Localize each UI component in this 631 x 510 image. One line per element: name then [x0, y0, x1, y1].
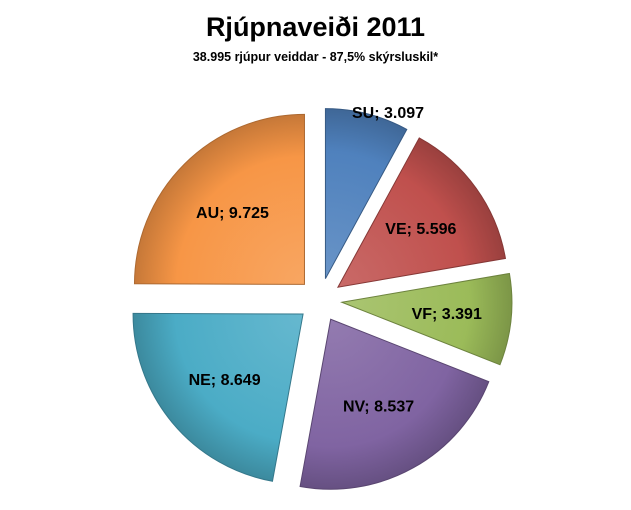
pie-slice-nv: [299, 318, 490, 490]
chart-title: Rjúpnaveiði 2011: [205, 12, 426, 42]
pie-slice-au: [133, 113, 305, 285]
pie-slice-ne: [132, 312, 304, 482]
slice-label-vf: VF; 3.391: [412, 306, 482, 323]
slice-label-ne: NE; 8.649: [189, 372, 261, 389]
slice-label-su: SU; 3.097: [352, 105, 424, 122]
pie-slice-ve: [336, 137, 507, 288]
slice-label-au: AU; 9.725: [196, 205, 269, 222]
pie-slice-vf: [340, 272, 513, 366]
slice-label-ve: VE; 5.596: [385, 221, 456, 238]
slice-label-nv: NV; 8.537: [343, 398, 414, 415]
pie-slice-su: [324, 108, 408, 279]
chart-subtitle: 38.995 rjúpur veiddar - 87,5% skýrsluski…: [192, 50, 439, 64]
